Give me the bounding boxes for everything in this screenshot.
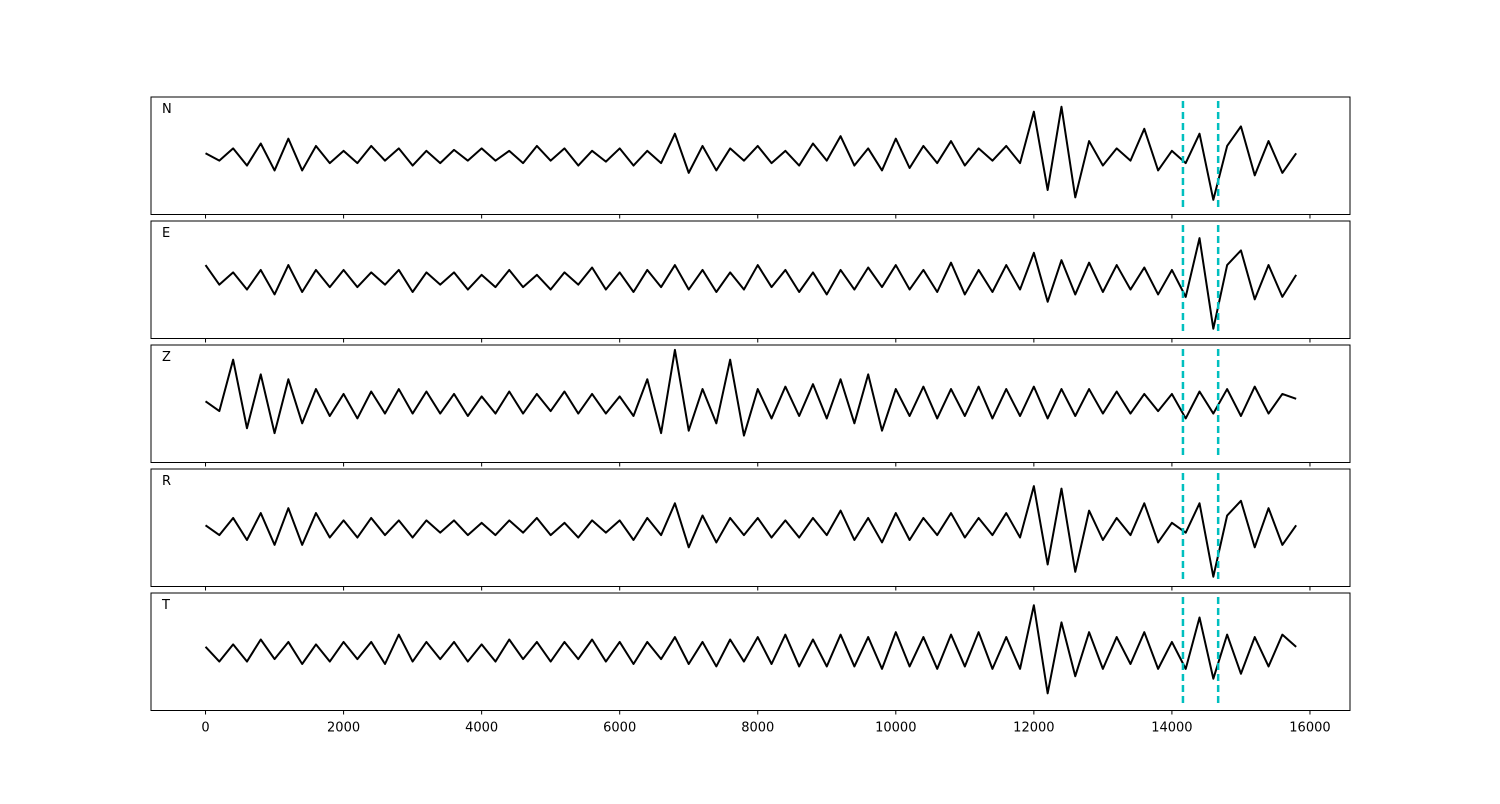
trace <box>204 604 1297 695</box>
panel-label: T <box>161 598 170 613</box>
trace <box>204 348 1297 437</box>
panel-label: R <box>162 474 171 489</box>
panel-frame <box>150 220 1351 339</box>
panel-frame <box>150 592 1351 711</box>
panel-frame <box>150 96 1351 215</box>
x-tick-label: 12000 <box>1013 721 1054 736</box>
panel-label: N <box>162 102 172 117</box>
panel-frame <box>150 468 1351 587</box>
trace <box>204 485 1297 578</box>
x-tick-label: 2000 <box>327 721 360 736</box>
x-tick-label: 0 <box>201 721 209 736</box>
trace <box>204 237 1298 330</box>
x-tick-label: 16000 <box>1289 721 1330 736</box>
panel-label: Z <box>162 350 171 365</box>
panel-label: E <box>162 226 170 241</box>
x-tick-label: 4000 <box>465 721 498 736</box>
panel-frame <box>150 344 1351 463</box>
trace <box>205 105 1297 201</box>
x-tick-label: 8000 <box>741 721 774 736</box>
x-tick-label: 10000 <box>875 721 916 736</box>
x-tick-label: 14000 <box>1151 721 1192 736</box>
x-tick-label: 6000 <box>603 721 636 736</box>
